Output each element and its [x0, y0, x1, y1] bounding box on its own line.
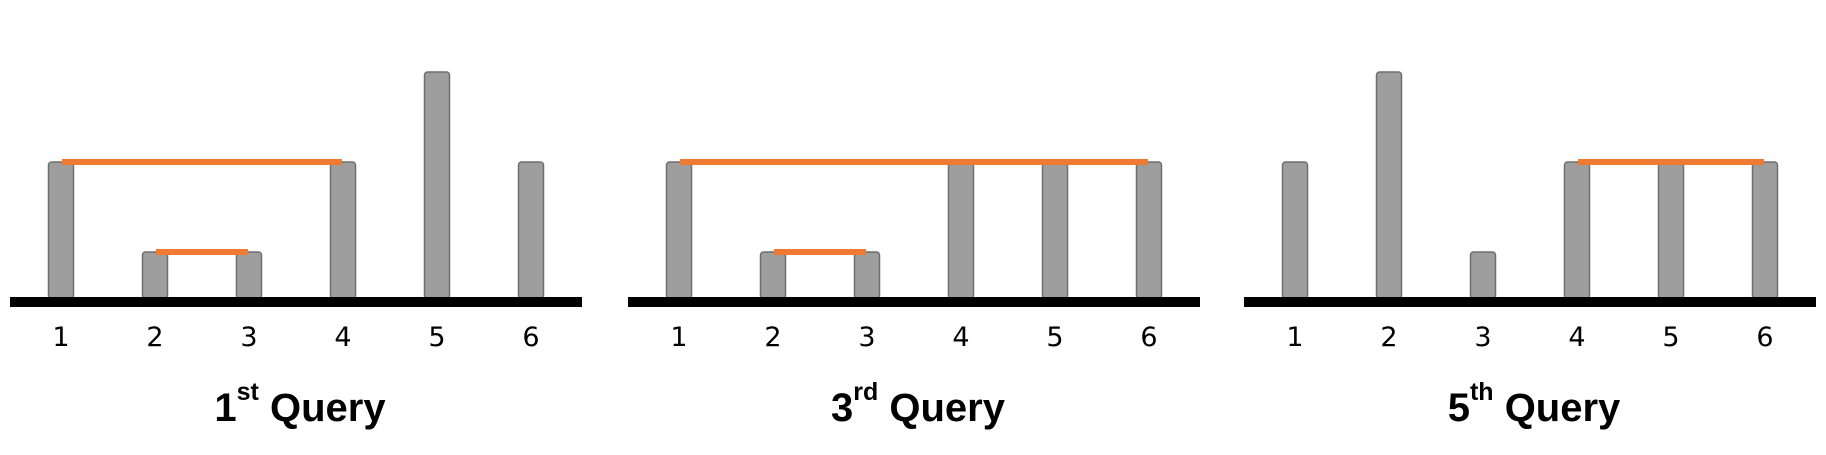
tick-label-5: 5: [1046, 322, 1063, 353]
bar-3: [1469, 251, 1497, 300]
bar-6: [1751, 161, 1779, 300]
baseline: [10, 297, 582, 307]
tick-label-2: 2: [764, 322, 781, 353]
baseline: [628, 297, 1200, 307]
tick-label-6: 6: [1140, 322, 1157, 353]
tick-label-1: 1: [1286, 322, 1303, 353]
bar-4: [1563, 161, 1591, 300]
tick-label-4: 4: [334, 322, 351, 353]
bar-5: [1657, 161, 1685, 300]
bar-2: [759, 251, 787, 300]
panel-title: 5th Query: [1234, 380, 1826, 432]
baseline: [1244, 297, 1816, 307]
bar-3: [853, 251, 881, 300]
tick-label-5: 5: [428, 322, 445, 353]
tick-label-3: 3: [1474, 322, 1491, 353]
tick-label-4: 4: [952, 322, 969, 353]
title-number: 5: [1447, 386, 1470, 430]
tick-label-6: 6: [522, 322, 539, 353]
title-suffix: rd: [853, 378, 879, 406]
tick-label-3: 3: [858, 322, 875, 353]
bar-6: [517, 161, 545, 300]
bar-diagram: 1 2 3 4 5 6: [1244, 71, 1816, 353]
title-suffix: th: [1469, 378, 1494, 406]
title-number: 1: [214, 386, 237, 430]
bar-diagram: 1 2 3 4 5 6: [10, 71, 582, 353]
bar-2: [141, 251, 169, 300]
bar-1: [665, 161, 693, 300]
title-number: 3: [831, 386, 854, 430]
tick-label-2: 2: [1380, 322, 1397, 353]
title-word: Query: [270, 386, 386, 430]
title-suffix: st: [236, 378, 259, 406]
bar-4: [947, 161, 975, 300]
title-word: Query: [1504, 386, 1621, 430]
bar-4: [329, 161, 357, 300]
tick-label-1: 1: [670, 322, 687, 353]
tick-label-2: 2: [146, 322, 163, 353]
tick-label-3: 3: [240, 322, 257, 353]
title-word: Query: [889, 386, 1005, 430]
bar-1: [1281, 161, 1309, 300]
bar-3: [235, 251, 263, 300]
bar-5: [423, 71, 451, 300]
bar-1: [47, 161, 75, 300]
bar-6: [1135, 161, 1163, 300]
panel-title: 3rd Query: [618, 380, 1218, 432]
tick-label-1: 1: [52, 322, 69, 353]
tick-label-5: 5: [1662, 322, 1679, 353]
bar-5: [1041, 161, 1069, 300]
panel-title: 1st Query: [0, 380, 600, 432]
tick-label-4: 4: [1568, 322, 1585, 353]
bar-diagram: 1 2 3 4 5 6: [628, 159, 1200, 353]
tick-label-6: 6: [1756, 322, 1773, 353]
bar-2: [1375, 71, 1403, 300]
